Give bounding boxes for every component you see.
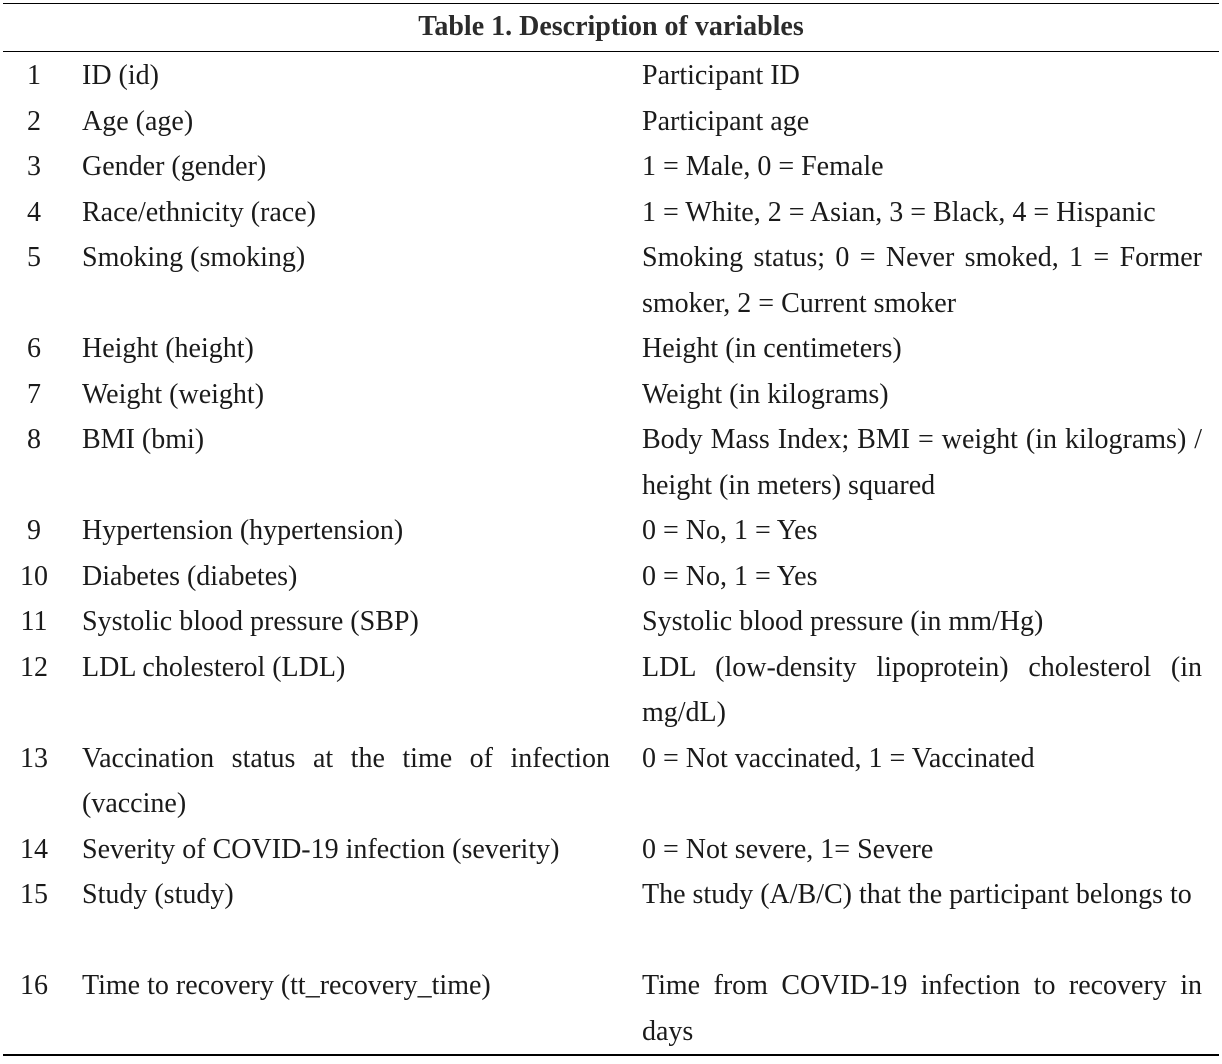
variable-name: Systolic blood pressure (SBP) bbox=[82, 606, 419, 637]
table-row: 14 Severity of COVID-19 infection (severi… bbox=[0, 827, 1222, 873]
row-number: 11 bbox=[20, 606, 48, 637]
variable-name: Time to recovery (tt_recovery_time) bbox=[82, 970, 491, 1001]
variable-name: Height (height) bbox=[82, 333, 254, 364]
table-bottom-rule bbox=[3, 1054, 1219, 1056]
row-number: 10 bbox=[20, 560, 48, 592]
table-row: 5 Smoking (smoking) Smoking status; 0 = Ne… bbox=[0, 235, 1222, 326]
table-row: 2 Age (age) Participant age bbox=[0, 99, 1222, 145]
table-row: 8 BMI (bmi) Body Mass Index; BMI = weight … bbox=[0, 417, 1222, 508]
table-row: 13 Vaccination status at the time of infe… bbox=[0, 736, 1222, 827]
row-number: 15 bbox=[20, 879, 48, 910]
variable-description: The study (A/B/C) that the participant b… bbox=[642, 879, 1192, 910]
row-number: 2 bbox=[27, 105, 41, 137]
table-row: 6 Height (height) Height (in centimeters) bbox=[0, 326, 1222, 372]
table-row: 3 Gender (gender) 1 = Male, 0 = Female bbox=[0, 144, 1222, 190]
row-number: 16 bbox=[20, 970, 48, 1001]
row-number: 1 bbox=[27, 60, 41, 91]
variable-description: Participant age bbox=[642, 105, 810, 137]
row-number: 5 bbox=[27, 242, 41, 273]
row-number: 4 bbox=[27, 196, 41, 228]
variable-name: Age (age) bbox=[82, 105, 194, 137]
row-number: 8 bbox=[27, 424, 41, 455]
row-number: 12 bbox=[20, 651, 48, 683]
table-row: 11 Systolic blood pressure (SBP) Systolic … bbox=[0, 599, 1222, 645]
table-row: 15 Study (study) The study (A/B/C) that th… bbox=[0, 872, 1222, 963]
row-number: 7 bbox=[27, 378, 41, 410]
variable-description: Weight (in kilograms) bbox=[642, 378, 889, 410]
table-row: 16 Time to recovery (tt_recovery_time) Tim… bbox=[0, 963, 1222, 1054]
variable-description: Body Mass Index; BMI = weight (in kilogr… bbox=[642, 424, 1202, 501]
row-number: 6 bbox=[27, 333, 41, 364]
variable-name: ID (id) bbox=[82, 60, 159, 91]
variable-description: Systolic blood pressure (in mm/Hg) bbox=[642, 606, 1044, 637]
table-row: 12 LDL cholesterol (LDL) LDL (low-density … bbox=[0, 645, 1222, 736]
variable-name: Diabetes (diabetes) bbox=[82, 560, 298, 592]
table-caption: Table 1. Description of variables bbox=[418, 11, 804, 42]
variable-description: Participant ID bbox=[642, 60, 800, 91]
variable-description: Time from COVID-19 infection to recovery… bbox=[642, 970, 1202, 1047]
variable-name: Study (study) bbox=[82, 879, 234, 910]
row-number: 14 bbox=[20, 833, 48, 865]
variable-name: Smoking (smoking) bbox=[82, 242, 306, 273]
table-row: 10 Diabetes (diabetes) 0 = No, 1 = Yes bbox=[0, 554, 1222, 600]
variable-name: LDL cholesterol (LDL) bbox=[82, 651, 346, 683]
table-row: 7 Weight (weight) Weight (in kilograms) bbox=[0, 372, 1222, 418]
variable-description: 0 = No, 1 = Yes bbox=[642, 515, 818, 546]
variable-name: Race/ethnicity (race) bbox=[82, 196, 316, 228]
table-header-rule bbox=[3, 51, 1219, 52]
variable-name: Weight (weight) bbox=[82, 378, 265, 410]
variable-name: Gender (gender) bbox=[82, 151, 267, 182]
variable-name: Vaccination status at the time of infect… bbox=[82, 742, 610, 820]
table-top-rule bbox=[3, 3, 1219, 4]
variable-description: LDL (low-density lipoprotein) cholestero… bbox=[642, 651, 1202, 729]
row-number: 13 bbox=[20, 742, 48, 774]
table-row: 4 Race/ethnicity (race) 1 = White, 2 = Asi… bbox=[0, 190, 1222, 236]
row-number: 9 bbox=[27, 515, 41, 546]
variable-description: Smoking status; 0 = Never smoked, 1 = Fo… bbox=[642, 242, 1202, 319]
variable-name: Severity of COVID-19 infection (severity… bbox=[82, 833, 560, 865]
variable-description: 1 = Male, 0 = Female bbox=[642, 151, 884, 182]
variable-name: Hypertension (hypertension) bbox=[82, 515, 404, 546]
table-row: 9 Hypertension (hypertension) 0 = No, 1 = … bbox=[0, 508, 1222, 554]
table-row: 1 ID (id) Participant ID bbox=[0, 53, 1222, 99]
variable-description: 0 = Not vaccinated, 1 = Vaccinated bbox=[642, 742, 1035, 774]
variable-description: 0 = Not severe, 1= Severe bbox=[642, 833, 934, 865]
variable-name: BMI (bmi) bbox=[82, 424, 205, 455]
variable-description: Height (in centimeters) bbox=[642, 333, 902, 364]
variable-description: 0 = No, 1 = Yes bbox=[642, 560, 818, 592]
table-body: 1 ID (id) Participant ID 2 Age (age) Particip… bbox=[0, 53, 1222, 1054]
variable-description: 1 = White, 2 = Asian, 3 = Black, 4 = His… bbox=[642, 196, 1156, 228]
row-number: 3 bbox=[27, 151, 41, 182]
